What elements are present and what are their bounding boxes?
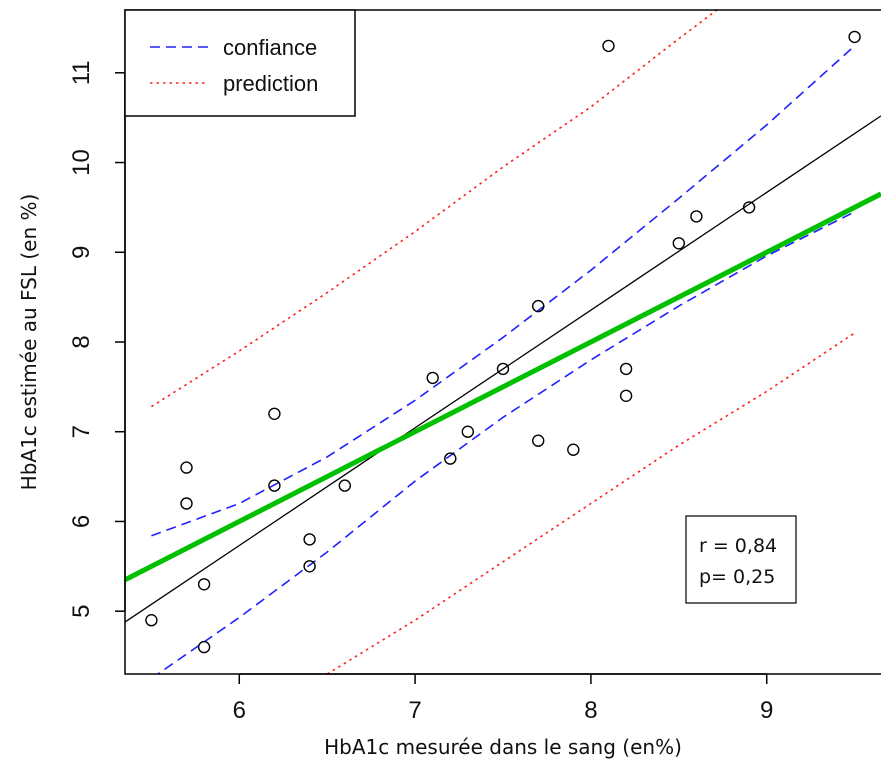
x-tick-label: 9 — [760, 697, 773, 724]
confidence-lower-line — [156, 211, 855, 674]
x-tick-label: 7 — [408, 697, 421, 724]
data-point — [303, 560, 316, 573]
data-point — [619, 389, 633, 402]
y-tick-label: 7 — [68, 425, 95, 438]
points-layer — [145, 30, 861, 654]
data-point — [180, 497, 193, 510]
data-point — [742, 201, 756, 214]
data-point — [303, 533, 316, 546]
data-point — [532, 299, 545, 313]
data-point — [180, 461, 193, 474]
data-point — [619, 362, 633, 376]
y-tick-label: 5 — [68, 605, 95, 618]
y-axis-title: HbA1c estimée au FSL (en %) — [17, 194, 41, 491]
data-point — [461, 425, 474, 438]
stats-annotation: r = 0,84 p= 0,25 — [685, 515, 797, 604]
data-point — [268, 479, 281, 492]
data-point — [145, 614, 158, 627]
stats-box — [685, 515, 797, 604]
data-point — [444, 452, 457, 465]
y-axis: 5 6 7 8 9 10 11 — [68, 60, 126, 618]
p-value-text: p= 0,25 — [699, 566, 775, 588]
data-point — [690, 210, 703, 223]
identity-line — [125, 191, 881, 583]
data-point — [848, 30, 861, 44]
correlation-text: r = 0,84 — [699, 535, 777, 557]
legend: confiance prediction — [124, 9, 356, 117]
x-axis-title: HbA1c mesurée dans le sang (en%) — [324, 735, 682, 759]
y-tick-label: 11 — [68, 60, 95, 85]
prediction-upper-line — [150, 10, 719, 408]
legend-box — [124, 9, 356, 117]
data-point — [426, 371, 439, 385]
data-point — [602, 39, 615, 53]
confidence-upper-line — [151, 45, 856, 537]
data-point — [268, 407, 281, 420]
y-tick-label: 10 — [68, 149, 95, 176]
x-axis: 6 7 8 9 — [233, 673, 773, 724]
data-point — [197, 578, 211, 591]
y-tick-label: 9 — [68, 246, 95, 259]
data-point — [567, 443, 580, 456]
data-point — [338, 479, 351, 492]
x-tick-label: 6 — [233, 697, 246, 724]
y-tick-label: 6 — [68, 515, 95, 528]
data-point — [532, 434, 545, 447]
prediction-lower-line — [326, 332, 856, 674]
x-tick-label: 8 — [584, 697, 597, 724]
legend-label-confiance: confiance — [223, 35, 317, 60]
data-point — [672, 237, 685, 250]
y-tick-label: 8 — [68, 335, 95, 348]
regression-line — [125, 115, 881, 623]
data-point — [197, 640, 211, 654]
series-layer — [125, 10, 881, 674]
legend-label-prediction: prediction — [223, 71, 318, 96]
data-point — [496, 362, 510, 376]
